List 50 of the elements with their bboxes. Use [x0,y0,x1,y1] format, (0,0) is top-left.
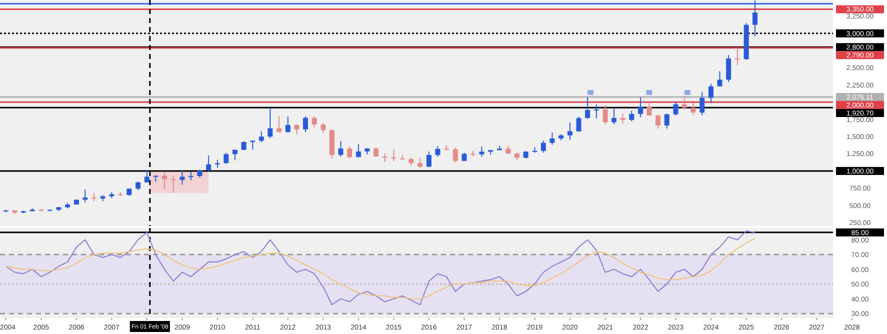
candlestick [188,171,194,181]
candlestick [550,132,555,146]
candlestick [435,146,440,158]
candlestick [700,92,705,116]
candlestick [655,114,660,130]
candlestick [585,96,590,119]
candlestick [734,47,740,66]
candlestick [391,149,396,162]
candlestick [752,0,758,37]
candlestick [646,102,652,116]
candlestick [170,174,176,194]
candlestick [576,116,582,132]
candlestick [144,170,150,184]
candlestick [373,146,378,158]
candlestick [276,115,282,133]
line-series [5,238,756,300]
candlestick [726,54,732,83]
candlestick [567,122,572,140]
candlestick [452,147,458,163]
candlestick [258,130,264,143]
candlestick [302,116,308,133]
candlestick [620,113,626,124]
candlestick [268,107,273,139]
candlestick [418,157,423,168]
candlestick [285,116,290,133]
candlestick [540,140,546,154]
candlestick [611,107,616,125]
candlestick [206,154,212,172]
candlestick [426,151,432,168]
candlestick [690,102,696,116]
candlestick [717,70,722,87]
candlestick [479,146,484,158]
candlestick [602,104,608,125]
candlestick [347,146,352,159]
candlestick [356,143,361,158]
candlestick [664,113,670,130]
candlestick [638,96,644,118]
candlestick [594,104,599,119]
candlestick [312,116,317,128]
candlestick [294,124,300,136]
candlestick [338,140,344,158]
line-series [5,230,756,306]
candlestick [708,83,714,104]
candlestick [224,152,229,164]
candlestick [82,189,88,203]
candlestick [232,148,238,161]
candlestick [673,101,678,116]
candlestick [629,110,634,122]
candlestick [320,122,326,134]
candlestick [180,170,185,186]
